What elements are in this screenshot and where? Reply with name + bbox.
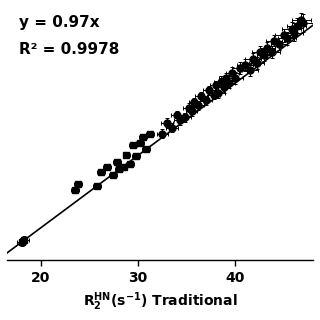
X-axis label: $\mathbf{R_2^{HN}(s^{-1})}$ Traditional: $\mathbf{R_2^{HN}(s^{-1})}$ Traditional bbox=[83, 291, 237, 313]
Text: R² = 0.9978: R² = 0.9978 bbox=[19, 43, 120, 57]
Text: y = 0.97x: y = 0.97x bbox=[19, 14, 100, 29]
